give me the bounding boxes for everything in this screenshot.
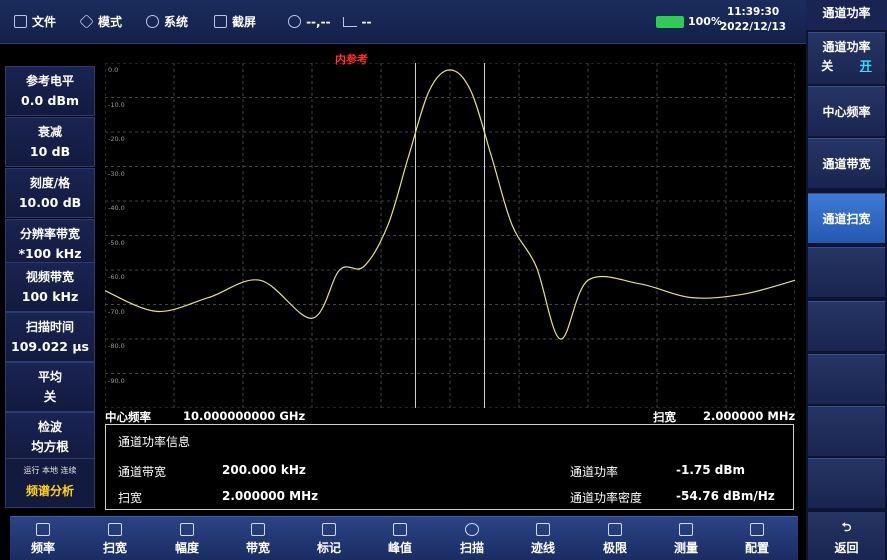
measure-icon (679, 523, 693, 536)
frequency-icon (36, 523, 50, 536)
limit-warning-icon (608, 523, 622, 536)
trace-icon (536, 523, 550, 536)
config-sliders-icon (750, 523, 764, 536)
channel-power-toggle[interactable]: 通道功率 关 开 (808, 32, 885, 84)
run-status: 运行 本地 连续 (6, 465, 94, 476)
attenuation-param[interactable]: 衰减 10 dB (5, 117, 95, 167)
channel-bw-label: 通道带宽 (118, 463, 166, 480)
function-bar: 频率 扫宽 幅度 带宽 标记 峰值 扫描 迹线 极限 测量 配置 (10, 516, 798, 560)
peak-button[interactable]: 峰值 (367, 517, 433, 560)
average-param[interactable]: 平均 关 (5, 362, 95, 412)
sweep-time-param[interactable]: 扫描时间 109.022 µs (5, 312, 95, 362)
toggle-on-option: 开 (860, 58, 872, 74)
span-label: 扫宽 (653, 409, 676, 425)
gps-status: --,-- (288, 15, 330, 29)
parameter-panel: 参考电平 0.0 dBm 衰减 10 dB 刻度/格 10.00 dB 分辨率带… (0, 44, 100, 512)
y-tick-label: -20.0 (108, 135, 125, 143)
globe-icon (288, 15, 301, 28)
detector-param[interactable]: 检波 均方根 (5, 412, 95, 462)
center-freq-label: 中心频率 (105, 409, 151, 425)
peak-icon (393, 523, 407, 536)
amplitude-icon (180, 523, 194, 536)
spectrum-plot[interactable] (105, 63, 795, 408)
signal-status: -- (343, 15, 372, 29)
empty-softkey-3[interactable] (808, 354, 885, 404)
battery-icon (656, 16, 684, 28)
back-arrow-icon: ⮌ (808, 518, 885, 539)
plot-grid (105, 63, 795, 408)
frequency-button[interactable]: 频率 (10, 517, 76, 560)
y-tick-label: -10.0 (108, 101, 125, 109)
channel-power-info: 通道功率信息 通道带宽 200.000 kHz 扫宽 2.000000 MHz … (105, 424, 794, 510)
power-density-label: 通道功率密度 (570, 489, 642, 506)
camera-icon (214, 15, 227, 28)
clock: 11:39:30 2022/12/13 (720, 5, 786, 35)
bandwidth-button[interactable]: 带宽 (225, 517, 291, 560)
power-density-value: -54.76 dBm/Hz (676, 489, 775, 503)
file-icon (14, 15, 27, 28)
channel-sweep-softkey[interactable]: 通道扫宽 (808, 193, 885, 243)
bandwidth-icon (251, 523, 265, 536)
y-tick-label: -90.0 (108, 377, 125, 385)
y-tick-label: -50.0 (108, 239, 125, 247)
sweep-icon (465, 523, 479, 536)
empty-softkey-5[interactable] (808, 458, 885, 508)
menu-mode[interactable]: 模式 (80, 13, 122, 30)
y-tick-label: -40.0 (108, 204, 125, 212)
clock-time: 11:39:30 (720, 5, 786, 20)
empty-softkey-1[interactable] (808, 247, 885, 297)
vbw-param[interactable]: 视频带宽 100 kHz (5, 262, 95, 312)
y-tick-label: -30.0 (108, 170, 125, 178)
trace-button[interactable]: 迹线 (510, 517, 576, 560)
status-box: 运行 本地 连续 频谱分析 (5, 458, 95, 508)
menu-system[interactable]: 系统 (146, 13, 188, 30)
top-menu-bar: 文件 模式 系统 截屏 --,-- -- 100% 11:39:30 2022/… (0, 0, 806, 44)
softkey-menu-title: 通道功率 (806, 0, 887, 30)
toggle-off-option: 关 (821, 58, 833, 74)
info-title: 通道功率信息 (118, 433, 190, 450)
frequency-row: 中心频率 10.000000000 GHz 扫宽 2.000000 MHz (105, 409, 795, 423)
channel-power-label: 通道功率 (570, 463, 618, 480)
analyzer-mode[interactable]: 频谱分析 (6, 482, 94, 499)
channel-power-value: -1.75 dBm (676, 463, 745, 477)
menu-screenshot[interactable]: 截屏 (214, 13, 256, 30)
back-softkey[interactable]: ⮌ 返回 (808, 512, 885, 560)
marker-button[interactable]: 标记 (296, 517, 362, 560)
y-tick-label: -80.0 (108, 342, 125, 350)
mode-icon (79, 14, 94, 29)
info-span-label: 扫宽 (118, 489, 142, 506)
y-tick-label: -60.0 (108, 273, 125, 281)
sweep-button[interactable]: 扫描 (439, 517, 505, 560)
info-span-value: 2.000000 MHz (222, 489, 318, 503)
config-button[interactable]: 配置 (724, 517, 790, 560)
empty-softkey-4[interactable] (808, 406, 885, 456)
marker-flag-icon (322, 523, 336, 536)
amplitude-button[interactable]: 幅度 (154, 517, 220, 560)
limit-button[interactable]: 极限 (582, 517, 648, 560)
scale-param[interactable]: 刻度/格 10.00 dB (5, 168, 95, 218)
menu-file[interactable]: 文件 (14, 13, 56, 30)
gear-icon (146, 15, 159, 28)
battery-level: 100% (688, 15, 722, 28)
channel-bw-value: 200.000 kHz (222, 463, 306, 477)
y-tick-label: 0.0 (108, 66, 118, 74)
clock-date: 2022/12/13 (720, 20, 786, 35)
signal-icon (343, 17, 357, 27)
softkey-panel: 通道功率 通道功率 关 开 中心频率 通道带宽 通道扫宽 ⮌ 返回 (806, 0, 887, 560)
span-button[interactable]: 扫宽 (82, 517, 148, 560)
span-icon (108, 523, 122, 536)
empty-softkey-2[interactable] (808, 301, 885, 351)
measure-button[interactable]: 测量 (653, 517, 719, 560)
ref-level-param[interactable]: 参考电平 0.0 dBm (5, 66, 95, 116)
y-tick-label: -70.0 (108, 308, 125, 316)
span-value: 2.000000 MHz (703, 409, 795, 423)
center-freq-value: 10.000000000 GHz (183, 409, 305, 423)
center-frequency-softkey[interactable]: 中心频率 (808, 86, 885, 136)
channel-bandwidth-softkey[interactable]: 通道带宽 (808, 138, 885, 188)
